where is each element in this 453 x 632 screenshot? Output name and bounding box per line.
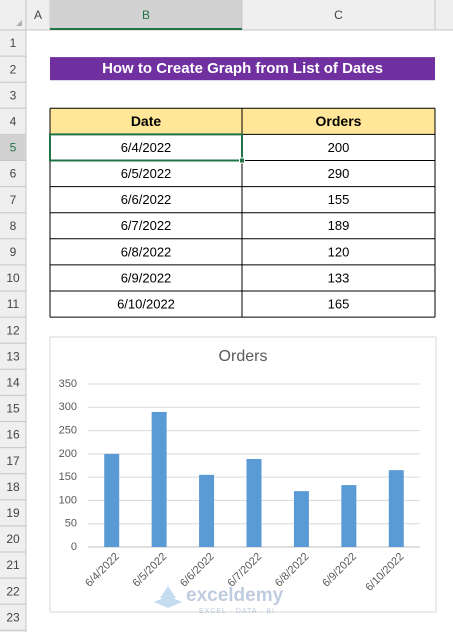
row-number[interactable]: 2 [10,62,17,76]
y-tick-label: 0 [71,541,77,553]
table-cell[interactable]: 6/9/2022 [121,270,172,285]
column-header-selected [50,0,242,30]
row-number[interactable]: 11 [7,297,20,311]
row-number[interactable]: 20 [6,532,20,546]
row-number[interactable]: 18 [6,480,20,494]
bar[interactable] [293,491,309,547]
y-tick-label: 50 [65,518,77,530]
column-header[interactable]: B [142,8,150,22]
title-banner [50,57,435,81]
row-number[interactable]: 12 [6,323,20,337]
row-number[interactable]: 23 [6,610,20,624]
row-number[interactable]: 10 [6,271,20,285]
watermark: exceldemy EXCEL · DATA · BI [154,585,284,615]
column-header[interactable]: A [34,8,42,22]
row-number[interactable]: 5 [10,141,17,155]
y-tick-label: 100 [59,494,77,506]
table-cell[interactable]: 155 [328,192,350,207]
row-number[interactable]: 13 [6,349,20,363]
watermark-logo [154,586,182,608]
table-cell[interactable]: 200 [328,140,350,155]
column-header[interactable]: C [334,8,343,22]
table-cell[interactable]: 6/6/2022 [121,192,172,207]
row-number[interactable]: 3 [10,88,17,102]
watermark-tagline: EXCEL · DATA · BI [199,608,275,615]
row-number[interactable]: 7 [10,193,17,207]
table-cell[interactable]: 6/7/2022 [121,218,172,233]
table-cell[interactable]: 6/5/2022 [121,166,172,181]
table-cell[interactable]: 189 [328,218,350,233]
y-tick-label: 350 [59,378,77,390]
table-cell[interactable]: 120 [328,244,350,259]
bar[interactable] [388,470,404,547]
row-number[interactable]: 21 [6,558,20,572]
row-number[interactable]: 9 [10,245,17,259]
select-all[interactable] [16,20,22,26]
bar[interactable] [246,458,262,547]
bar[interactable] [104,453,120,547]
selected-cell [49,133,243,162]
sheet-title: How to Create Graph from List of Dates [102,60,383,77]
row-number[interactable]: 4 [10,115,17,129]
row-number[interactable]: 16 [6,428,20,442]
row-number[interactable]: 17 [6,454,20,468]
table-header: Date [131,113,162,129]
row-number[interactable]: 19 [6,506,20,520]
row-number[interactable]: 8 [10,219,17,233]
row-number[interactable]: 1 [10,36,17,50]
y-tick-label: 200 [59,448,77,460]
y-tick-label: 250 [59,424,77,436]
bar[interactable] [199,474,215,547]
table-cell[interactable]: 165 [328,296,350,311]
row-number[interactable]: 15 [6,402,20,416]
row-header-selected [0,134,26,161]
row-number[interactable]: 6 [10,167,17,181]
row-header-bar [0,0,26,632]
table-cell[interactable]: 6/10/2022 [117,296,175,311]
table-cell[interactable]: 6/8/2022 [121,244,172,259]
fill-handle[interactable] [239,157,245,164]
chart-title: Orders [219,348,268,365]
row-number[interactable]: 14 [6,376,20,390]
watermark-brand: exceldemy [186,585,284,606]
table-cell[interactable]: 133 [328,270,350,285]
bar[interactable] [151,411,167,547]
row-number[interactable]: 22 [6,584,20,598]
y-tick-label: 150 [59,471,77,483]
table-cell[interactable]: 290 [328,166,350,181]
bar[interactable] [341,485,357,547]
table-header: Orders [316,113,362,129]
y-tick-label: 300 [59,401,77,413]
table-cell[interactable]: 6/4/2022 [121,140,172,155]
